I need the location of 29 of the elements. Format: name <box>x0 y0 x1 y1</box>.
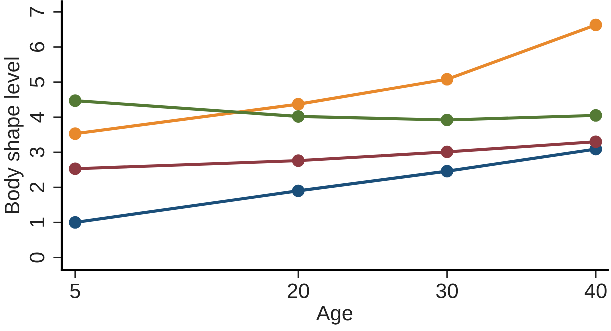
y-tick-label: 3 <box>30 148 45 158</box>
point <box>590 109 602 122</box>
x-tick-label: 30 <box>436 284 458 298</box>
y-tick-label: 6 <box>30 42 45 52</box>
point <box>590 136 602 148</box>
point <box>441 114 454 126</box>
x-tick-label: 20 <box>288 284 310 298</box>
point <box>441 165 454 178</box>
y-tick-label: 5 <box>30 77 45 88</box>
point <box>69 216 82 229</box>
point <box>292 98 305 111</box>
x-tick-label: 5 <box>70 284 80 298</box>
y-axis-title: Body shape level <box>4 58 24 214</box>
point <box>69 162 82 176</box>
y-tick-label: 0 <box>30 252 45 263</box>
y-tick-label: 7 <box>30 7 44 17</box>
point <box>292 110 305 123</box>
y-tick-label: 2 <box>30 182 44 192</box>
x-tick-label: 40 <box>584 284 607 298</box>
point <box>292 154 305 168</box>
point <box>69 94 82 108</box>
point <box>441 146 454 158</box>
point <box>292 184 305 198</box>
point <box>590 18 602 32</box>
y-tick-label: 4 <box>30 112 44 123</box>
x-axis-title: Age <box>316 306 353 325</box>
y-tick-label: 1 <box>30 218 44 227</box>
point <box>69 128 82 140</box>
point <box>441 73 454 86</box>
